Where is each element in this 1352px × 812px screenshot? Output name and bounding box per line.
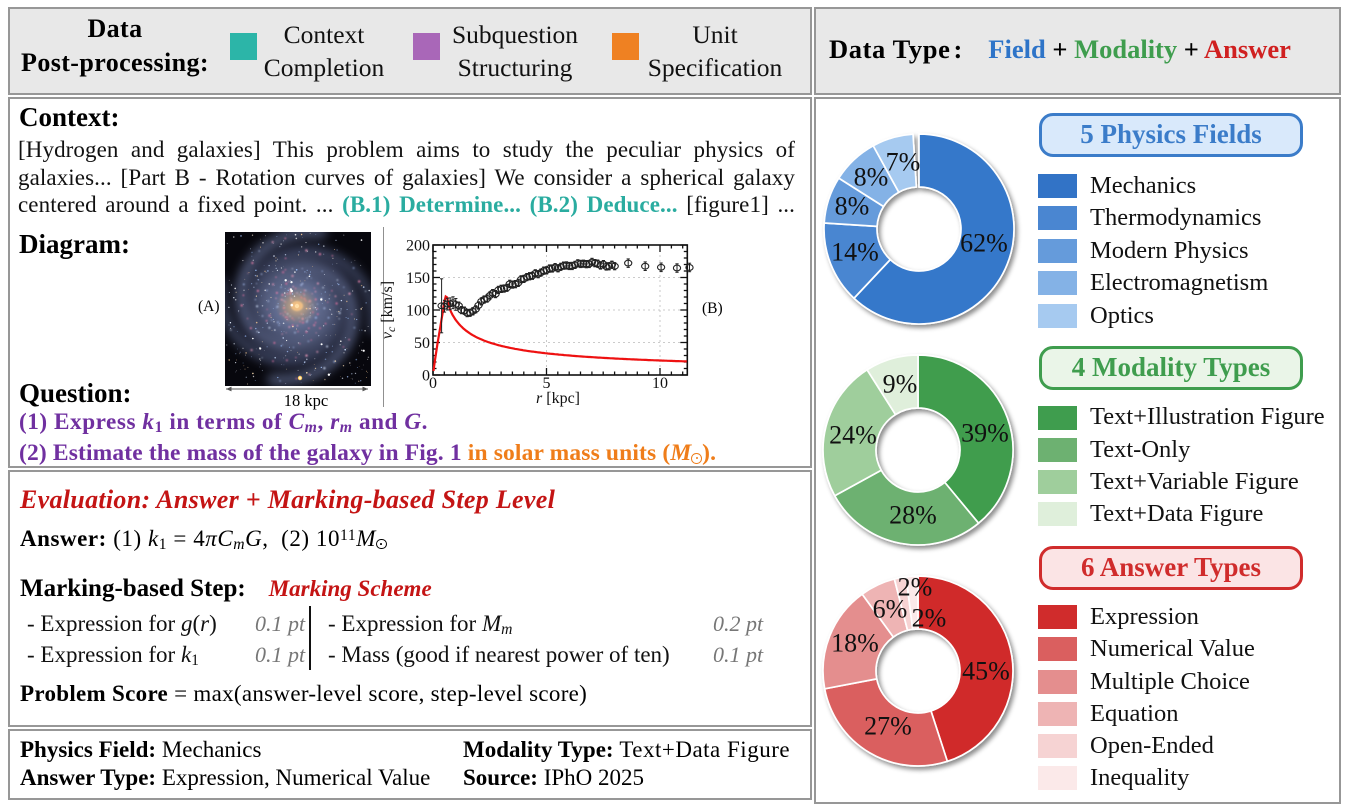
svg-text:5: 5: [543, 375, 551, 392]
svg-text:0: 0: [422, 368, 430, 385]
svg-text:0: 0: [429, 375, 437, 392]
svg-text:2%: 2%: [912, 604, 947, 633]
svg-text:10: 10: [652, 375, 668, 392]
svg-text:8%: 8%: [854, 163, 889, 192]
svg-text:24%: 24%: [829, 421, 877, 450]
svg-text:100: 100: [406, 303, 430, 320]
svg-text:150: 150: [406, 270, 430, 287]
svg-text:vc [km/s]: vc [km/s]: [380, 281, 398, 339]
svg-text:18%: 18%: [831, 629, 879, 658]
svg-text:14%: 14%: [831, 238, 879, 267]
svg-text:7%: 7%: [886, 148, 921, 177]
svg-text:28%: 28%: [889, 501, 937, 530]
svg-text:62%: 62%: [960, 229, 1008, 258]
svg-text:45%: 45%: [962, 657, 1010, 686]
svg-text:27%: 27%: [864, 712, 912, 741]
svg-text:6%: 6%: [873, 595, 908, 624]
svg-text:50: 50: [414, 335, 430, 352]
svg-text:r [kpc]: r [kpc]: [536, 390, 580, 407]
svg-text:9%: 9%: [883, 370, 918, 399]
svg-text:2%: 2%: [898, 573, 933, 602]
svg-text:39%: 39%: [961, 419, 1009, 448]
svg-text:200: 200: [406, 238, 430, 255]
svg-text:8%: 8%: [835, 192, 870, 221]
